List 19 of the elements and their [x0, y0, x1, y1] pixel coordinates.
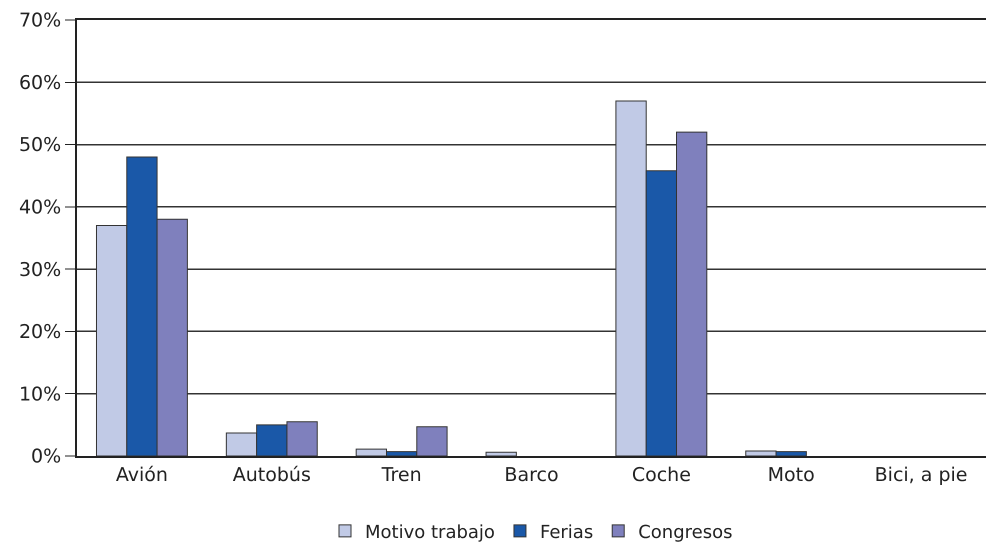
x-tick-label: Coche	[632, 464, 691, 486]
y-tick-label: 50%	[18, 134, 62, 156]
x-tick-label: Tren	[380, 464, 422, 486]
x-tick-label: Moto	[768, 464, 815, 486]
x-tick-label: Avión	[116, 464, 168, 486]
x-tick-label: Bici, a pie	[874, 464, 968, 486]
y-tick-label: 40%	[18, 196, 62, 219]
legend-label: Motivo trabajo	[365, 522, 495, 543]
y-tick-label: 30%	[18, 258, 62, 281]
x-tick-label: Barco	[504, 464, 559, 486]
bar	[486, 452, 517, 456]
x-tick-label: Autobús	[232, 464, 311, 486]
legend-label: Congresos	[638, 522, 732, 543]
y-tick-label: 10%	[18, 383, 62, 406]
y-tick-label: 0%	[31, 446, 62, 468]
y-tick-label: 20%	[18, 321, 62, 344]
legend-label: Ferias	[540, 522, 594, 543]
y-tick-label: 60%	[18, 72, 62, 94]
y-tick-label: 70%	[18, 10, 62, 32]
